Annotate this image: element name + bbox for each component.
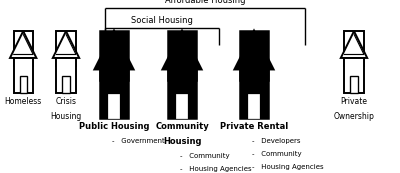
Bar [109,95,119,118]
Polygon shape [163,31,201,69]
Polygon shape [341,31,367,58]
Text: Community: Community [155,122,209,131]
Text: Social Housing: Social Housing [131,16,193,25]
Bar [177,95,187,118]
Text: -   Government: - Government [112,138,165,144]
Bar [14,58,33,93]
Bar [56,31,76,66]
Bar [344,58,364,93]
Text: -   Housing Agencies: - Housing Agencies [180,166,252,172]
Text: Public Housing: Public Housing [79,122,149,131]
Bar [100,31,128,80]
Text: Homeless: Homeless [4,97,42,106]
Bar [240,31,268,80]
Bar [350,76,358,93]
Bar [14,31,33,66]
Text: Affordable Housing: Affordable Housing [164,0,245,5]
Text: Crisis: Crisis [56,97,76,106]
Bar [20,76,27,93]
Text: Private: Private [340,97,368,106]
Bar [56,58,76,93]
Text: Ownership: Ownership [334,112,374,121]
Bar [168,31,196,80]
Polygon shape [95,31,133,69]
Polygon shape [53,31,79,58]
Text: Private Rental: Private Rental [220,122,288,131]
Text: -   Community: - Community [252,151,302,157]
Text: -   Developers: - Developers [252,138,300,144]
Bar [62,76,70,93]
Bar [100,69,128,118]
Text: -   Community: - Community [180,153,230,159]
Polygon shape [10,31,36,58]
Text: -   Housing Agencies: - Housing Agencies [252,164,324,170]
Bar [249,95,259,118]
Bar [240,69,268,118]
Polygon shape [235,31,273,69]
Bar [168,69,196,118]
Bar [344,31,364,66]
Text: Housing: Housing [163,137,201,146]
Text: Housing: Housing [50,112,82,121]
